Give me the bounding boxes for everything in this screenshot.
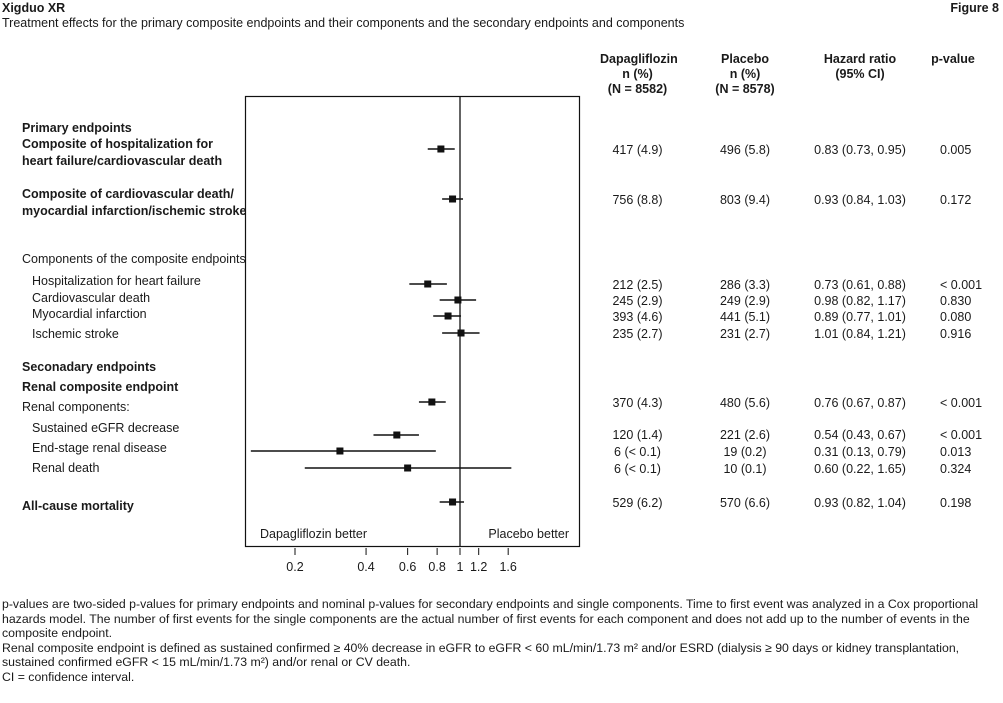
figure-subtitle: Treatment effects for the primary compos… xyxy=(2,16,685,30)
value-placebo: 249 (2.9) xyxy=(719,294,771,308)
hr-marker xyxy=(393,431,401,439)
annotation-placebo-better: Placebo better xyxy=(488,527,569,541)
value-dapagliflozin: 212 (2.5) xyxy=(612,278,663,292)
value-placebo: 221 (2.6) xyxy=(719,428,771,442)
value-dapagliflozin: 370 (4.3) xyxy=(612,396,663,410)
value-placebo: 570 (6.6) xyxy=(719,496,771,510)
value-p: < 0.001 xyxy=(940,428,983,442)
document-title: Xigduo XR xyxy=(2,1,66,15)
section-label-components: Components of the composite endpoints xyxy=(22,252,246,266)
value-hazard-ratio: 0.54 (0.43, 0.67) xyxy=(814,428,906,442)
value-dapagliflozin: 235 (2.7) xyxy=(612,327,663,341)
row-label: Sustained eGFR decrease xyxy=(32,421,180,435)
value-placebo: 19 (0.2) xyxy=(723,445,767,459)
value-hazard-ratio: 0.93 (0.84, 1.03) xyxy=(814,193,906,207)
value-dapagliflozin: 245 (2.9) xyxy=(612,294,663,308)
footnote-ci: CI = confidence interval. xyxy=(2,669,135,684)
value-placebo: 480 (5.6) xyxy=(719,396,771,410)
value-hazard-ratio: 1.01 (0.84, 1.21) xyxy=(814,327,906,341)
value-hazard-ratio: 0.98 (0.82, 1.17) xyxy=(814,294,906,308)
value-placebo: 231 (2.7) xyxy=(719,327,771,341)
hr-marker xyxy=(404,464,412,472)
hr-marker xyxy=(437,145,445,153)
x-tick-label: 1.2 xyxy=(470,560,487,574)
hr-marker xyxy=(457,329,465,337)
value-dapagliflozin: 393 (4.6) xyxy=(612,310,663,324)
annotation-dapagliflozin-better: Dapagliflozin better xyxy=(260,527,367,541)
row-label: End-stage renal disease xyxy=(32,441,167,455)
row-label: Renal composite endpoint xyxy=(22,380,179,394)
value-hazard-ratio: 0.31 (0.13, 0.79) xyxy=(814,445,906,459)
value-p: 0.830 xyxy=(940,294,972,308)
value-p: 0.198 xyxy=(940,496,972,510)
row-label: Composite of cardiovascular death/ xyxy=(22,187,234,201)
footnote-pvalues: p-values are two-sided p-values for prim… xyxy=(2,597,979,640)
hr-marker xyxy=(444,312,452,320)
row-label: Myocardial infarction xyxy=(32,307,147,321)
hr-marker xyxy=(428,398,436,406)
footnotes: p-values are two-sided p-values for prim… xyxy=(2,597,992,684)
value-dapagliflozin: 120 (1.4) xyxy=(612,428,663,442)
row-label: Ischemic stroke xyxy=(32,327,119,341)
value-p: 0.013 xyxy=(940,445,972,459)
row-label: Renal death xyxy=(32,461,100,475)
hr-marker xyxy=(336,447,344,455)
row-sublabel: Renal components: xyxy=(22,400,130,414)
value-dapagliflozin: 529 (6.2) xyxy=(612,496,663,510)
value-hazard-ratio: 0.76 (0.67, 0.87) xyxy=(814,396,906,410)
value-p: 0.916 xyxy=(940,327,972,341)
value-placebo: 803 (9.4) xyxy=(719,193,771,207)
value-hazard-ratio: 0.93 (0.82, 1.04) xyxy=(814,496,906,510)
x-tick-label: 1.6 xyxy=(499,560,516,574)
value-dapagliflozin: 417 (4.9) xyxy=(612,143,663,157)
column-header-hazard-ratio: Hazard ratio (95% CI) xyxy=(823,52,897,81)
value-dapagliflozin: 6 (< 0.1) xyxy=(614,445,661,459)
value-placebo: 10 (0.1) xyxy=(723,462,767,476)
figure-number: Figure 8 xyxy=(950,1,999,15)
value-p: 0.080 xyxy=(940,310,972,324)
hr-marker xyxy=(449,498,457,506)
x-tick-label: 0.4 xyxy=(357,560,374,574)
value-hazard-ratio: 0.89 (0.77, 1.01) xyxy=(814,310,906,324)
row-label: All-cause mortality xyxy=(22,499,134,513)
section-label-secondary: Seconadary endpoints xyxy=(22,360,157,374)
column-header-dapagliflozin: Dapagliflozin n (%) (N = 8582) xyxy=(600,52,678,96)
row-label: myocardial infarction/ischemic stroke xyxy=(22,204,247,218)
value-p: 0.324 xyxy=(940,462,972,476)
section-label-primary: Primary endpoints xyxy=(22,121,132,135)
x-tick-label: 0.2 xyxy=(286,560,303,574)
hr-marker xyxy=(424,280,432,288)
value-placebo: 286 (3.3) xyxy=(719,278,771,292)
plot-frame xyxy=(244,95,581,548)
value-dapagliflozin: 756 (8.8) xyxy=(612,193,663,207)
hr-marker xyxy=(449,195,457,203)
row-label: Cardiovascular death xyxy=(32,291,151,305)
value-placebo: 496 (5.8) xyxy=(719,143,771,157)
value-dapagliflozin: 6 (< 0.1) xyxy=(614,462,661,476)
x-tick-label: 0.8 xyxy=(428,560,445,574)
x-tick-label: 1 xyxy=(457,560,464,574)
value-p: < 0.001 xyxy=(940,396,983,410)
value-hazard-ratio: 0.60 (0.22, 1.65) xyxy=(814,462,906,476)
value-p: < 0.001 xyxy=(940,278,983,292)
column-header-p-value: p-value xyxy=(931,52,975,66)
row-label: Composite of hospitalization for xyxy=(22,137,213,151)
row-label: Hospitalization for heart failure xyxy=(32,274,201,288)
column-header-placebo: Placebo n (%) (N = 8578) xyxy=(715,52,775,96)
value-p: 0.172 xyxy=(940,193,972,207)
value-p: 0.005 xyxy=(940,143,972,157)
value-placebo: 441 (5.1) xyxy=(719,310,771,324)
hr-marker xyxy=(454,296,462,304)
value-hazard-ratio: 0.73 (0.61, 0.88) xyxy=(814,278,906,292)
value-hazard-ratio: 0.83 (0.73, 0.95) xyxy=(814,143,906,157)
forest-plot: 0.2 0.4 0.6 0.8 1 1.2 1.6 Dapagliflozin better… xyxy=(244,95,581,574)
row-label: heart failure/cardiovascular death xyxy=(22,154,223,168)
x-tick-label: 0.6 xyxy=(399,560,416,574)
footnote-renal-definition: Renal composite endpoint is defined as s… xyxy=(2,640,960,670)
